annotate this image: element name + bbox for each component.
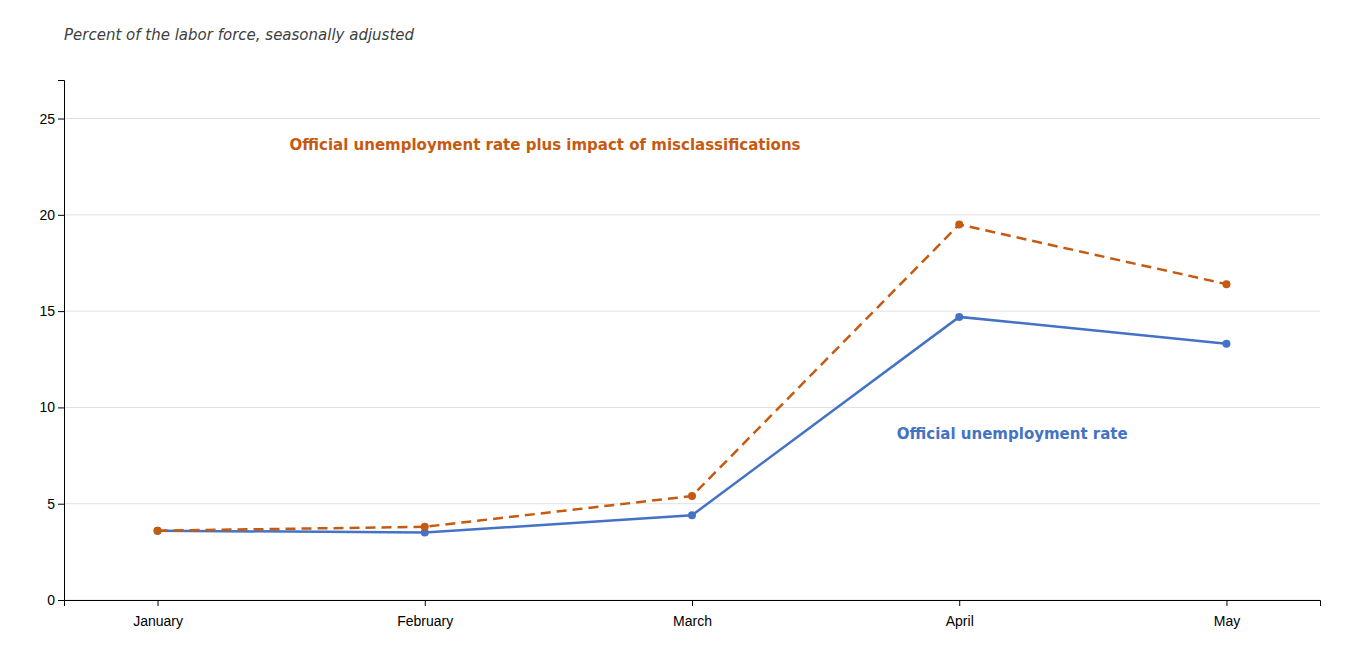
tick: 5 (47, 496, 64, 512)
y-grid (64, 119, 1320, 600)
tick-mark (58, 407, 64, 408)
series-label: Official unemployment rate (897, 425, 1128, 443)
axis-line (58, 81, 65, 601)
tick-label: 15 (39, 303, 55, 319)
tick-label: 25 (39, 110, 55, 126)
series (154, 220, 1231, 534)
tick-mark (58, 119, 64, 120)
tick-mark (959, 600, 960, 606)
tick: April (946, 600, 974, 629)
marks (154, 220, 1231, 536)
tick-mark (58, 504, 64, 505)
tick: January (133, 600, 183, 629)
series (154, 313, 1231, 537)
marker (154, 527, 162, 535)
marker (955, 313, 963, 321)
tick-mark (58, 215, 64, 216)
tick: 10 (39, 399, 64, 415)
marker (421, 523, 429, 531)
tick: March (673, 600, 712, 629)
series-label: Official unemployment rate plus impact o… (290, 136, 801, 154)
line (158, 224, 1227, 530)
tick-label: March (673, 613, 712, 629)
grid-line (64, 407, 1320, 408)
plot: 0 5 10 15 20 25 January February March April May Of… (39, 81, 1320, 629)
grid-line (64, 214, 1320, 215)
line (158, 317, 1227, 533)
tick: 15 (39, 303, 64, 319)
tick-mark (58, 311, 64, 312)
tick-label: 20 (39, 207, 55, 223)
tick-label: April (946, 613, 974, 629)
marker (1222, 340, 1230, 348)
x-axis: January February March April May (65, 600, 1321, 629)
tick-mark (1226, 600, 1227, 606)
subtitle: Percent of the labor force, seasonally a… (64, 26, 415, 44)
tick-mark (158, 600, 159, 606)
y-axis: 0 5 10 15 20 25 (39, 81, 64, 608)
tick-mark (425, 600, 426, 606)
marker (688, 492, 696, 500)
tick: February (397, 600, 453, 629)
grid-line (64, 311, 1320, 312)
tick-label: 10 (39, 399, 55, 415)
series-labels: Official unemployment rate Official unemp… (290, 136, 1128, 443)
tick: May (1214, 600, 1240, 629)
grid-line (64, 118, 1320, 119)
chart: 0 5 10 15 20 25 January February March April May Of… (0, 0, 1360, 656)
tick-label: 0 (47, 592, 55, 608)
tick-mark (692, 600, 693, 606)
marker (955, 220, 963, 228)
marker (1222, 280, 1230, 288)
tick-label: May (1214, 613, 1240, 629)
tick: 0 (47, 592, 64, 608)
marker (688, 511, 696, 519)
grid-line (64, 503, 1320, 504)
tick: 20 (39, 207, 64, 223)
tick-label: February (397, 613, 453, 629)
tick: 25 (39, 110, 64, 126)
tick-label: 5 (47, 496, 55, 512)
marker (154, 527, 162, 535)
background (0, 0, 1360, 656)
axis-line (65, 601, 1321, 607)
tick-label: January (133, 613, 183, 629)
tick-mark (58, 600, 64, 601)
